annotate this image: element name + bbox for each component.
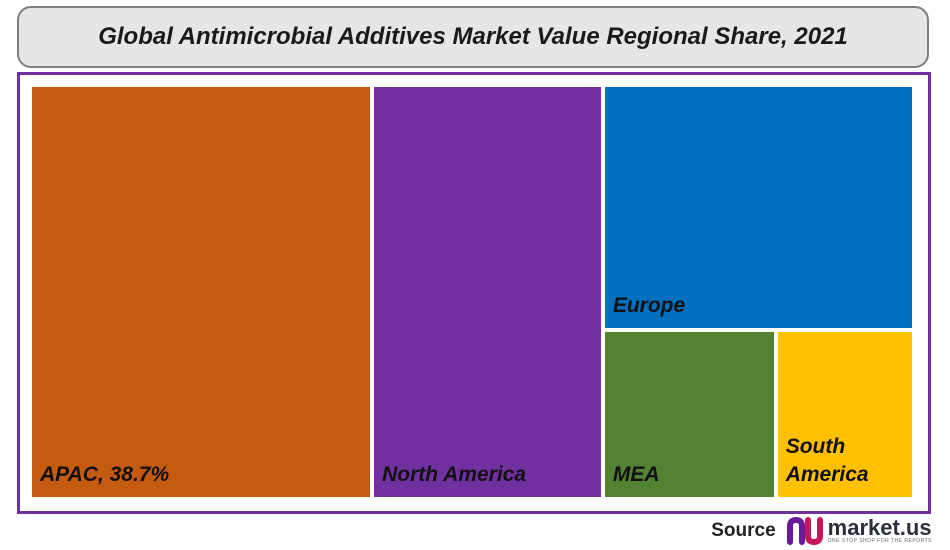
tile-label: APAC, 38.7% [40,463,170,486]
treemap-frame: APAC, 38.7% North America Europe MEA South A… [17,72,931,514]
treemap-tile-south-america: South America [777,331,912,497]
brand-name: market.us [827,515,932,540]
brand-tagline: ONE STOP SHOP FOR THE REPORTS [827,538,932,544]
tile-label: South America [785,434,869,486]
logo-text-block: market.us ONE STOP SHOP FOR THE REPORTS [827,515,932,545]
tile-label: MEA [612,462,660,486]
treemap-tile-mea: MEA [604,331,774,497]
treemap-tile-north-america: North America [374,87,601,497]
chart-title: Global Antimicrobial Additives Market Va… [98,23,848,50]
source-label: Source [711,520,776,541]
market-us-logo-icon [786,516,823,546]
treemap-tile-apac: APAC, 38.7% [32,87,371,497]
source-attribution: Source market.us ONE STOP SHOP FOR THE R… [711,516,932,546]
treemap-tile-europe: Europe [604,87,912,328]
tile-label: Europe [612,293,686,317]
chart-title-box: Global Antimicrobial Additives Market Va… [17,6,929,68]
tile-label: North America [382,463,527,486]
